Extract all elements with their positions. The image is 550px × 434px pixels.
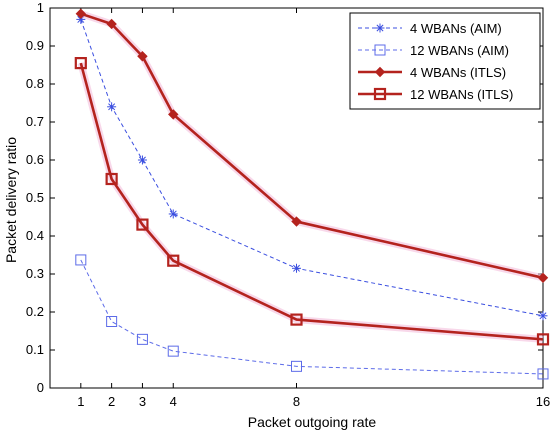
x-tick-label: 16: [536, 394, 550, 409]
series-line: [80, 259, 544, 375]
data-point: [137, 155, 147, 165]
legend-label: 4 WBANs (ITLS): [410, 65, 506, 80]
data-point: [136, 333, 148, 345]
x-axis-label: Packet outgoing rate: [248, 414, 377, 430]
series-2: [75, 254, 549, 380]
data-point: [75, 8, 87, 19]
legend-item: 12 WBANs (AIM): [358, 43, 509, 58]
x-tick-label: 2: [108, 394, 115, 409]
data-point: [290, 313, 303, 326]
data-point: [106, 316, 118, 327]
y-tick-label: 0.5: [26, 190, 44, 205]
series-4: [74, 56, 550, 346]
x-tick-label: 3: [139, 394, 146, 409]
legend: 4 WBANs (AIM) 12 WBANs (AIM) 4 WBANs (ITLS…: [349, 12, 541, 110]
data-point: [291, 360, 302, 372]
legend-marker: [373, 87, 387, 101]
x-tick-label: 4: [170, 394, 177, 409]
data-point: [537, 368, 549, 380]
data-point: [106, 18, 117, 30]
data-point: [137, 51, 148, 62]
y-tick-label: 0.8: [26, 76, 44, 91]
y-tick-label: 0.1: [26, 342, 44, 357]
data-point: [105, 172, 118, 186]
x-tick-label: 8: [293, 394, 300, 409]
y-tick-label: 1: [37, 0, 44, 15]
legend-marker: [375, 23, 385, 33]
series-line: [80, 19, 544, 317]
y-tick-label: 0.6: [26, 152, 44, 167]
data-point: [538, 311, 548, 321]
data-point: [136, 218, 149, 231]
data-point: [537, 272, 549, 284]
data-point: [292, 263, 301, 273]
y-tick-label: 0.9: [26, 38, 44, 53]
legend-marker: [374, 44, 386, 56]
series-line: [80, 12, 544, 280]
data-point: [75, 254, 87, 266]
data-point: [74, 56, 87, 70]
legend-label: 12 WBANs (AIM): [410, 43, 509, 58]
y-tick-label: 0.7: [26, 114, 44, 129]
data-point: [168, 209, 178, 219]
data-point: [107, 102, 117, 112]
data-point: [168, 109, 179, 120]
series-line: [79, 62, 544, 341]
legend-label: 12 WBANs (ITLS): [410, 87, 513, 102]
x-tick-label: 1: [77, 394, 84, 409]
y-tick-label: 0.3: [26, 266, 44, 281]
legend-item: 4 WBANs (AIM): [358, 21, 502, 36]
data-point: [536, 333, 550, 346]
legend-item: 12 WBANs (ITLS): [358, 87, 513, 102]
data-point: [291, 216, 302, 227]
legend-label: 4 WBANs (AIM): [410, 21, 502, 36]
y-tick-label: 0.2: [26, 304, 44, 319]
y-axis-label: Packet delivery ratio: [3, 137, 19, 263]
data-point: [167, 254, 180, 267]
series-1: [76, 14, 548, 321]
y-tick-label: 0: [37, 380, 44, 395]
y-tick-label: 0.4: [26, 228, 44, 243]
series-3: [75, 8, 549, 284]
data-point: [167, 345, 179, 357]
legend-item: 4 WBANs (ITLS): [358, 65, 506, 80]
legend-marker: [374, 66, 386, 78]
